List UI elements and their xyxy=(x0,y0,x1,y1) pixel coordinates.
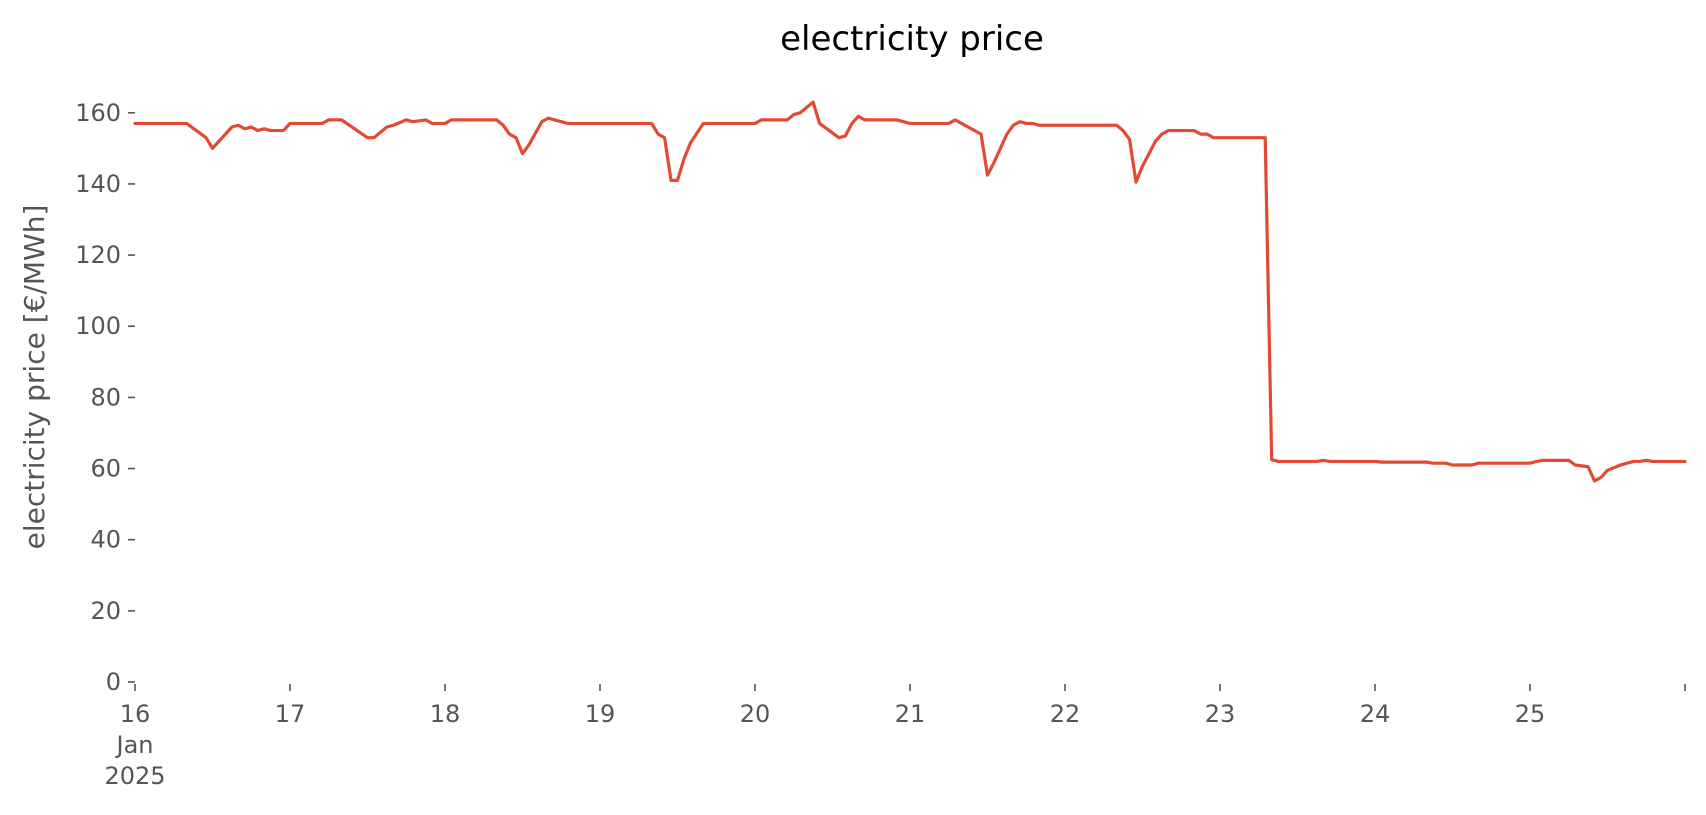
x-tick-label: 2025 xyxy=(104,762,165,790)
y-tick-label: 160 xyxy=(75,99,121,127)
x-tick-label: 23 xyxy=(1205,700,1236,728)
x-axis: 16 Jan 2025 17 18 19 20 21 22 23 24 25 xyxy=(104,684,1686,790)
x-tick-label: 24 xyxy=(1360,700,1391,728)
y-tick-label: 140 xyxy=(75,170,121,198)
y-tick-label: 0 xyxy=(106,668,121,696)
x-tick-label: 16 xyxy=(120,700,151,728)
y-tick-label: 60 xyxy=(90,455,121,483)
y-tick-label: 40 xyxy=(90,526,121,554)
y-tick-label: 100 xyxy=(75,312,121,340)
y-axis-label: electricity price [€/MWh] xyxy=(18,205,51,550)
x-tick-label: 20 xyxy=(740,700,771,728)
x-tick-label: Jan xyxy=(115,731,154,759)
x-tick-label: 17 xyxy=(275,700,306,728)
x-tick-label: 21 xyxy=(895,700,926,728)
chart-title: electricity price xyxy=(780,19,1044,59)
y-tick-label: 120 xyxy=(75,241,121,269)
series-layer xyxy=(133,100,1687,483)
y-axis: 0 20 40 60 80 100 120 140 160 xyxy=(75,99,135,696)
x-tick-label: 19 xyxy=(585,700,616,728)
y-tick-label: 80 xyxy=(90,383,121,411)
x-tick-label: 22 xyxy=(1050,700,1081,728)
x-tick-label: 25 xyxy=(1515,700,1546,728)
x-tick-label: 18 xyxy=(430,700,461,728)
y-tick-label: 20 xyxy=(90,597,121,625)
